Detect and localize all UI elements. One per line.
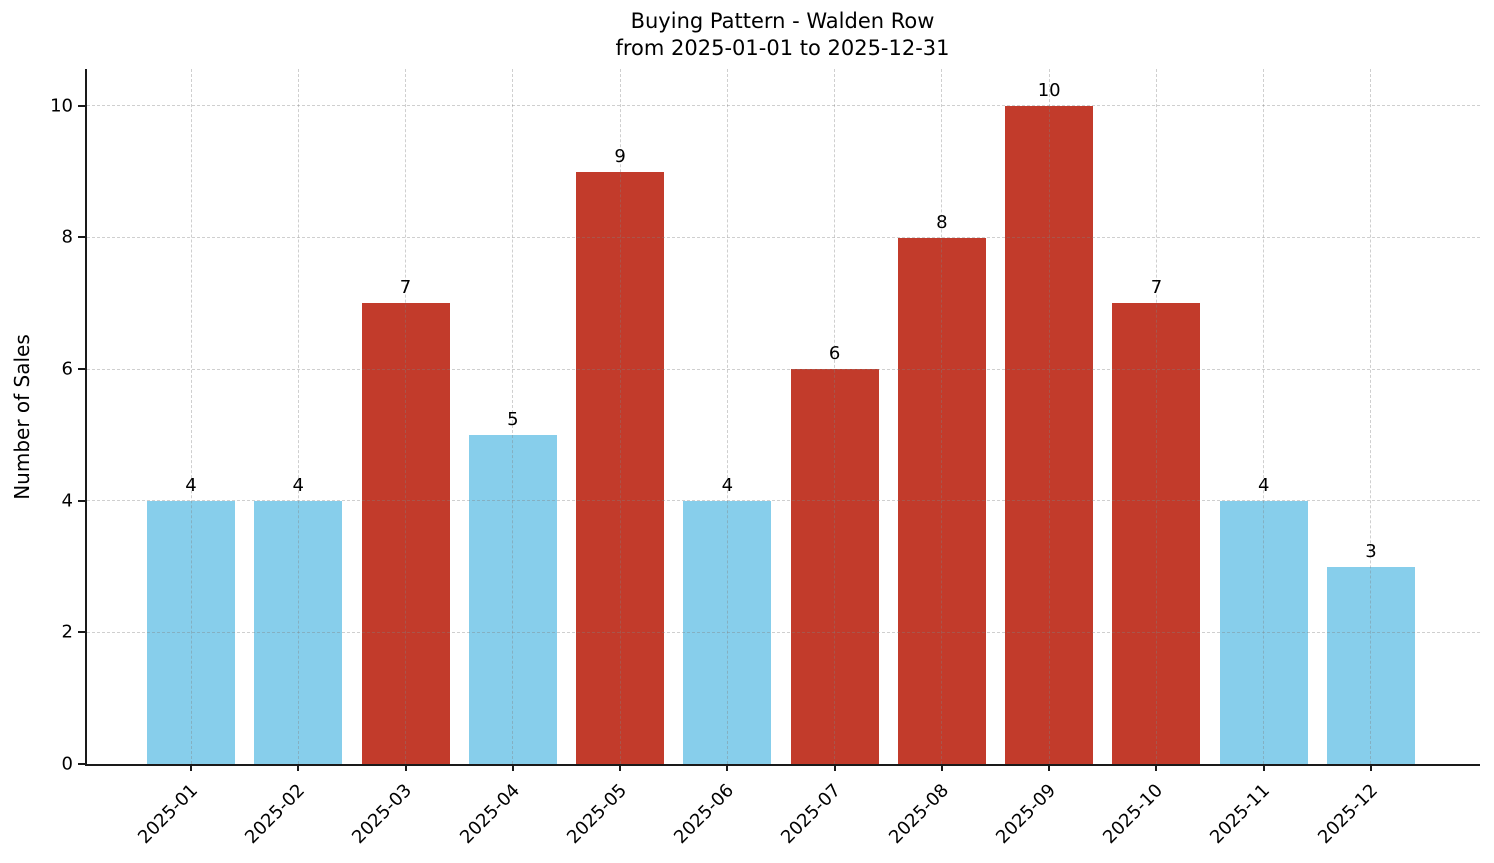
bar-value-label: 7 (399, 277, 412, 299)
bar-value-label: 7 (1150, 277, 1163, 299)
bar-2025-06 (683, 500, 772, 764)
bar-value-label: 10 (1037, 79, 1061, 101)
y-tick-label: 8 (61, 226, 73, 248)
bar-2025-04 (468, 434, 557, 764)
bar-2025-12 (1326, 566, 1415, 764)
chart-title-line1: Buying Pattern - Walden Row (630, 9, 935, 33)
x-tick-mark (940, 764, 943, 771)
bar-value-label: 5 (507, 408, 519, 430)
bar-value-label: 3 (1365, 540, 1377, 562)
x-tick-label: 2025-01 (133, 780, 202, 849)
bar-2025-07 (790, 369, 879, 764)
y-tick-label: 2 (61, 621, 73, 643)
chart-title-line2: from 2025-01-01 to 2025-12-31 (615, 36, 950, 61)
x-tick-label: 2025-06 (670, 780, 739, 849)
y-tick-mark (78, 631, 85, 634)
bar-2025-02 (254, 500, 343, 764)
x-tick-label: 2025-11 (1206, 780, 1275, 849)
x-tick-label: 2025-02 (241, 780, 310, 849)
x-tick-label: 2025-10 (1099, 780, 1168, 849)
y-tick-label: 0 (61, 753, 73, 775)
bar-2025-08 (897, 237, 986, 764)
bar-2025-11 (1219, 500, 1308, 764)
bar-2025-05 (576, 171, 665, 764)
y-gridline (87, 368, 1480, 370)
bar-2025-10 (1112, 303, 1201, 764)
y-tick-mark (78, 236, 85, 239)
bar-2025-01 (147, 500, 235, 764)
x-tick-label: 2025-12 (1313, 780, 1382, 849)
x-tick-label: 2025-05 (562, 780, 631, 849)
y-axis-label: Number of Sales (10, 334, 34, 500)
y-tick-mark (78, 104, 85, 107)
x-tick-mark (190, 764, 192, 771)
y-tick-label: 4 (61, 490, 73, 512)
bar-value-label: 4 (1257, 474, 1270, 496)
bar-2025-03 (361, 303, 450, 764)
x-tick-mark (726, 764, 729, 771)
bar-value-label: 4 (292, 474, 304, 496)
y-tick-label: 10 (50, 95, 73, 117)
x-tick-mark (1048, 764, 1051, 771)
y-gridline (87, 236, 1480, 238)
x-tick-mark (1369, 764, 1372, 771)
y-tick-mark (78, 763, 85, 765)
x-tick-label: 2025-03 (348, 780, 417, 849)
x-tick-mark (1155, 764, 1158, 771)
bar-value-label: 9 (614, 145, 626, 167)
bar-value-label: 8 (936, 211, 948, 233)
x-tick-mark (404, 764, 407, 771)
chart-title: Buying Pattern - Walden Row from 2025-01… (85, 8, 1480, 63)
x-tick-mark (833, 764, 836, 771)
bar-value-label: 6 (828, 343, 841, 365)
x-tick-label: 2025-08 (884, 780, 953, 849)
x-tick-mark (511, 764, 514, 771)
bar-value-label: 4 (185, 474, 197, 496)
y-tick-mark (78, 499, 85, 502)
bar-value-label: 4 (721, 474, 734, 496)
y-tick-label: 6 (61, 358, 73, 380)
x-tick-mark (619, 764, 622, 771)
x-tick-label: 2025-09 (991, 780, 1061, 849)
y-tick-mark (78, 368, 85, 371)
x-tick-label: 2025-07 (777, 780, 846, 849)
x-tick-mark (297, 764, 300, 771)
x-tick-label: 2025-04 (455, 780, 524, 849)
plot-area: 0 2 4 6 8 10 4 2025-01 4 2025-02 7 2025-03 5 2025-04 9… (50, 69, 1480, 848)
bar-2025-09 (1005, 105, 1094, 764)
x-tick-mark (1262, 764, 1265, 771)
y-gridline (87, 105, 1480, 107)
